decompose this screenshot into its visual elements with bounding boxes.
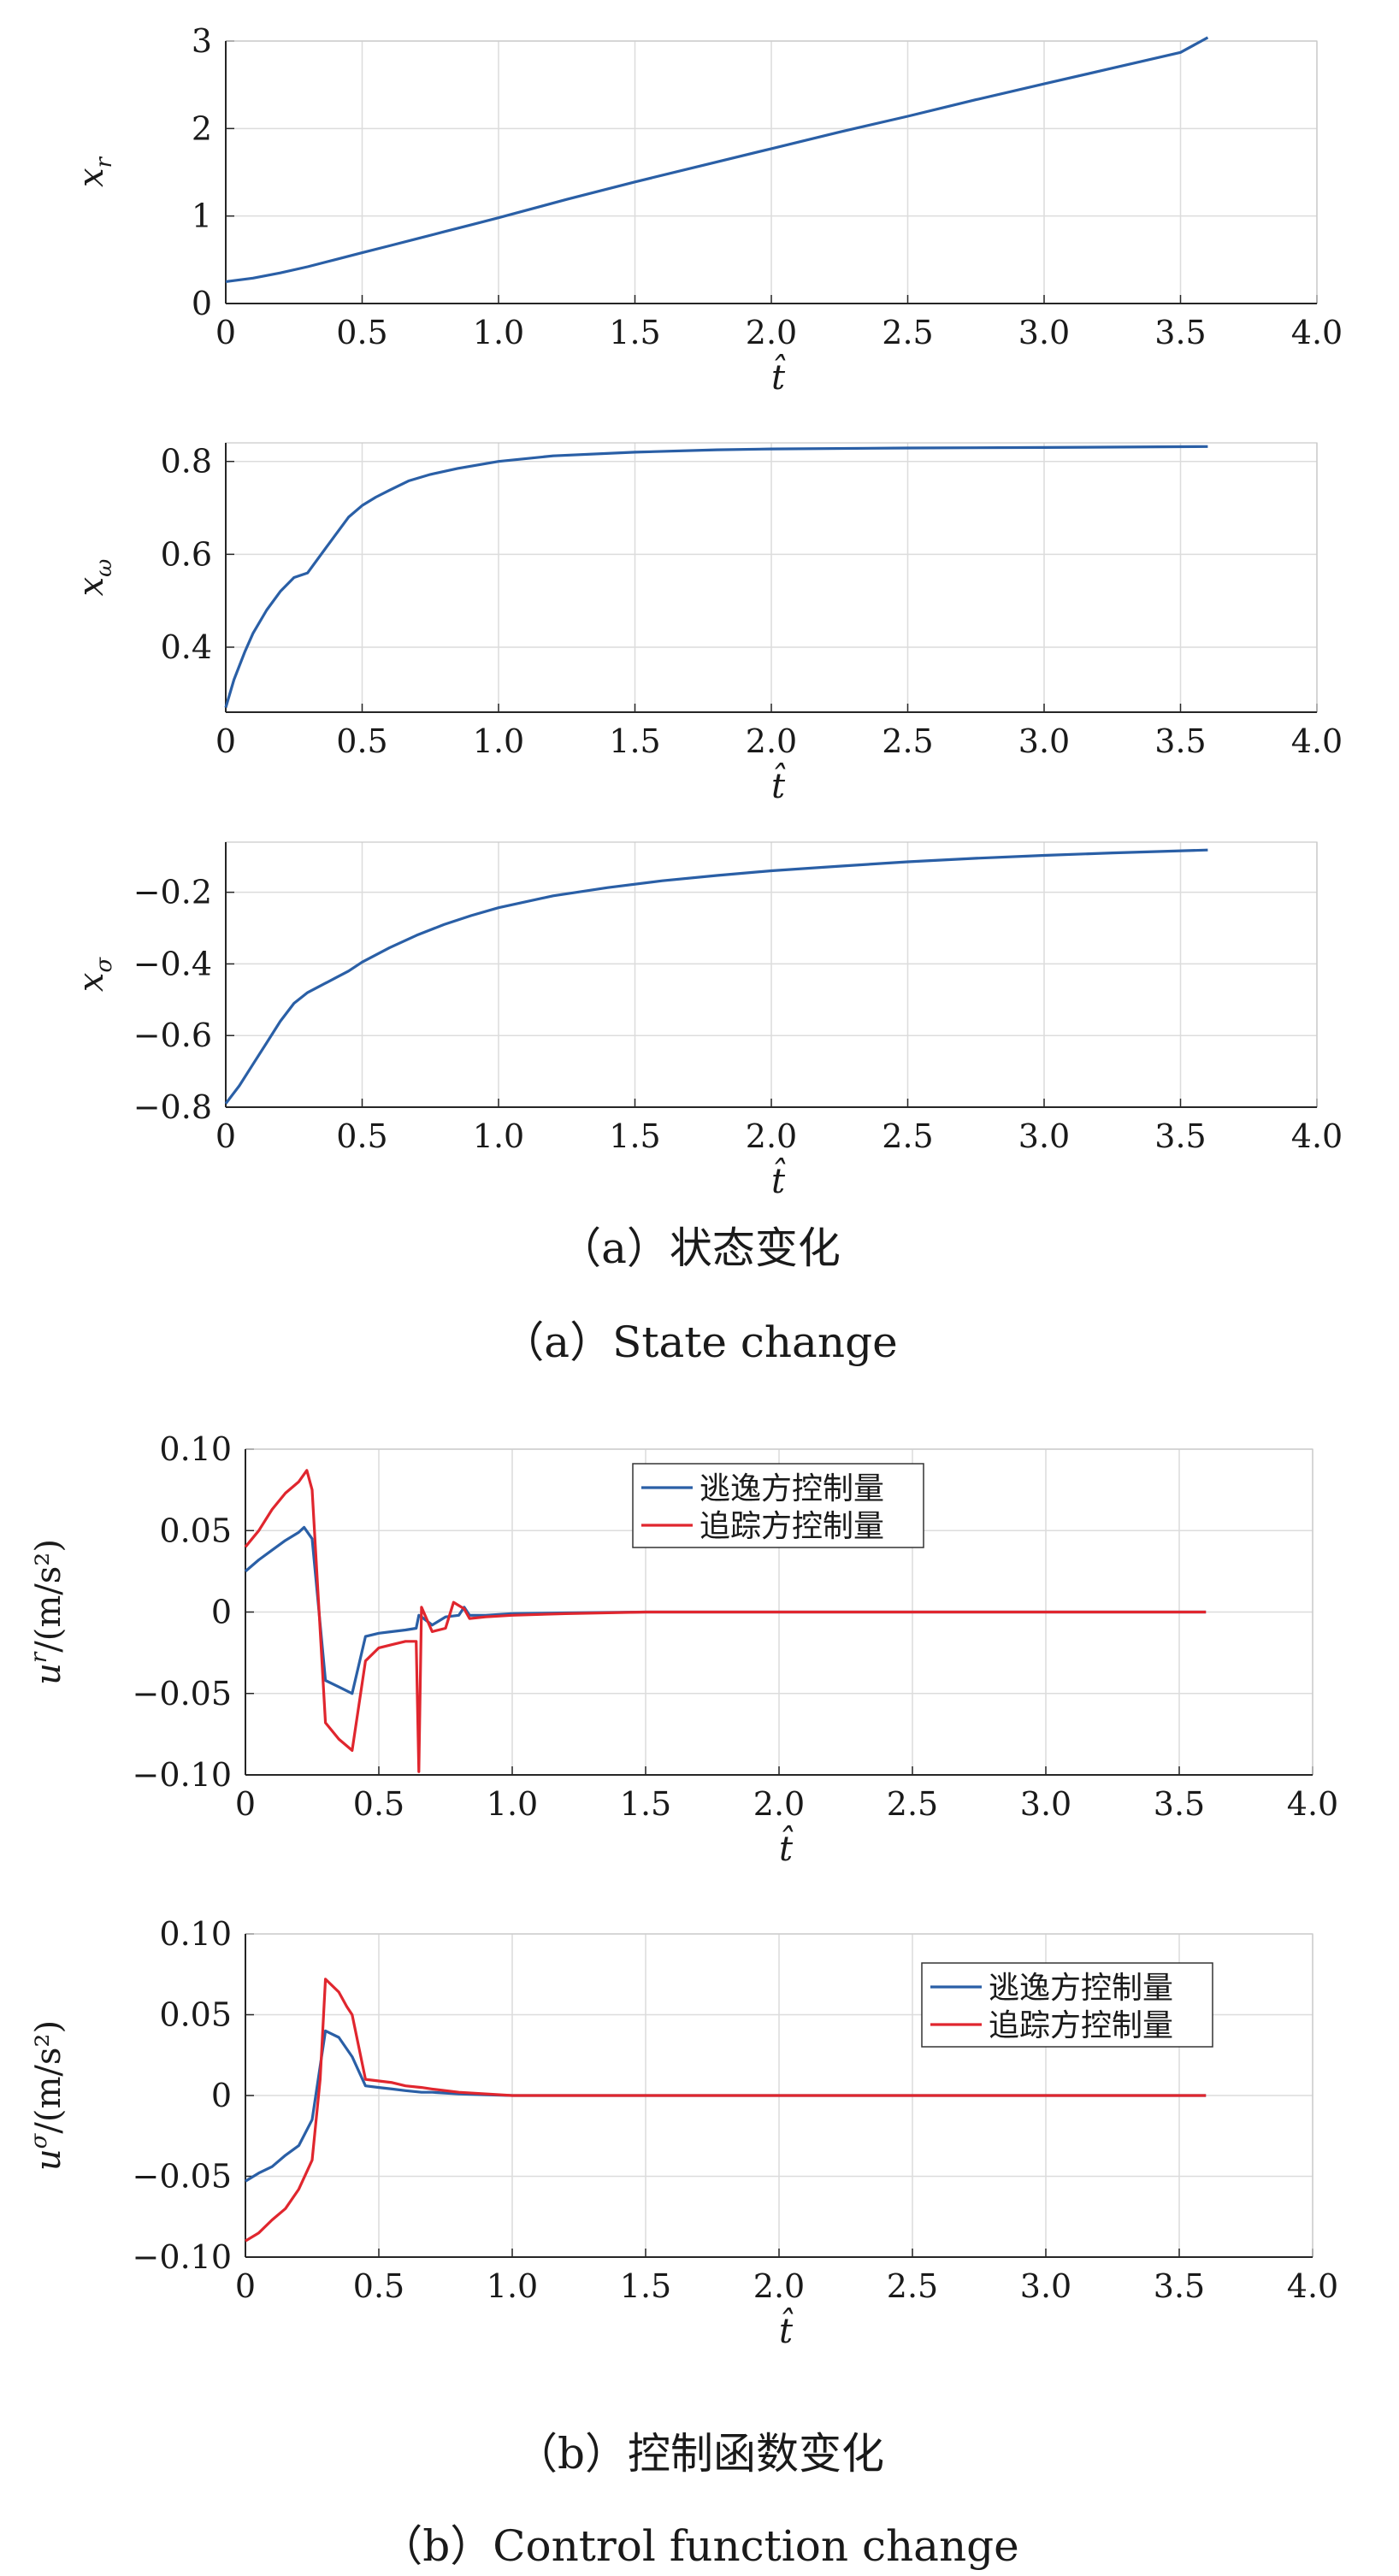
plot-4-legend-label-1: 逃逸方控制量 <box>700 1471 884 1506</box>
plot-3-y-tick-label: −0.8 <box>133 1088 212 1126</box>
plot-3-x-tick-label: 0.5 <box>336 1117 387 1155</box>
plot-4-x-tick-label: 4.0 <box>1287 1785 1338 1823</box>
plot-5-x-tick-label: 4.0 <box>1287 2267 1338 2305</box>
plot-3-x-tick-label: 0 <box>215 1117 236 1155</box>
plot-3-series-1-line <box>224 848 1208 1105</box>
plot-3-x-tick-label: 2.5 <box>882 1117 933 1155</box>
plot-5-legend-label-2: 追踪方控制量 <box>989 2008 1173 2043</box>
plot-5-series-1-line <box>245 2029 1207 2183</box>
plot-2-x-axis-label: t̂ <box>771 763 786 806</box>
plot-3-y-tick-label: −0.4 <box>133 945 212 982</box>
plot-1-y-axis-label: xr <box>72 156 117 187</box>
plot-5-x-tick-label: 2.5 <box>887 2267 938 2305</box>
plot-3-x-axis-label: t̂ <box>771 1158 786 1201</box>
plot-2-x-tick-label: 3.0 <box>1018 722 1070 760</box>
plot-2-x-tick-label: 2.0 <box>746 722 797 760</box>
plot-2-y-tick-label: 0.4 <box>161 628 212 666</box>
caption-b-chinese: （b）控制函数变化 <box>514 2429 884 2479</box>
plot-1-y-tick-label: 2 <box>192 109 212 147</box>
plot-5-x-tick-label: 0 <box>235 2267 256 2305</box>
plot-1-x-tick-label: 0 <box>215 314 236 351</box>
plot-5-y-tick-label: 0 <box>211 2077 232 2114</box>
plot-1-x-tick-label: 1.0 <box>473 314 524 351</box>
plot-2-x-tick-label: 3.5 <box>1154 722 1206 760</box>
plot-3-y-axis-label: xσ <box>72 957 117 993</box>
plot-2-y-tick-label: 0.6 <box>161 535 212 573</box>
plot-4-x-tick-label: 2.5 <box>887 1785 938 1823</box>
plot-4-series-2-line <box>244 1469 1207 1773</box>
plot-1-x-tick-label: 4.0 <box>1291 314 1343 351</box>
plot-4-x-tick-label: 1.5 <box>620 1785 671 1823</box>
plot-3-y-tick-label: −0.6 <box>133 1017 212 1054</box>
plot-2-x-tick-label: 0 <box>215 722 236 760</box>
plot-5-y-tick-label: 0.05 <box>159 1996 232 2034</box>
plot-3-x-tick-label: 1.5 <box>609 1117 660 1155</box>
plot-2-y-tick-label: 0.8 <box>161 443 212 480</box>
plot-3-x-tick-label: 4.0 <box>1291 1117 1343 1155</box>
plot-2-x-tick-label: 1.0 <box>473 722 524 760</box>
plot-5-x-axis-label: t̂ <box>779 2308 794 2351</box>
plot-5-x-tick-label: 0.5 <box>353 2267 404 2305</box>
plot-2-series-1-line <box>224 445 1208 709</box>
plot-5-x-tick-label: 1.0 <box>487 2267 538 2305</box>
plot-5-legend-box <box>921 1962 1213 2048</box>
plot-1-series-1-line <box>225 36 1209 283</box>
plot-1-y-tick-label: 0 <box>192 285 212 322</box>
plot-4-x-tick-label: 3.0 <box>1020 1785 1071 1823</box>
plot-5-x-tick-label: 3.0 <box>1020 2267 1071 2305</box>
plot-2-x-tick-label: 2.5 <box>882 722 933 760</box>
plot-1-y-tick-label: 1 <box>192 197 212 235</box>
plot-2-x-tick-label: 1.5 <box>609 722 660 760</box>
plot-1-x-tick-label: 2.0 <box>746 314 797 351</box>
plot-3-x-tick-label: 2.0 <box>746 1117 797 1155</box>
plot-5-y-tick-label: −0.10 <box>133 2238 232 2276</box>
plot-2-x-tick-label: 4.0 <box>1291 722 1343 760</box>
plot-4-y-tick-label: 0 <box>211 1594 232 1631</box>
plot-5-y-tick-label: −0.05 <box>133 2158 232 2196</box>
plot-2-y-axis-label: xω <box>72 559 117 597</box>
plot-2-x-tick-label: 0.5 <box>336 722 387 760</box>
plot-4-x-tick-label: 2.0 <box>753 1785 805 1823</box>
plot-4-y-tick-label: −0.05 <box>133 1675 232 1712</box>
plot-1-y-tick-label: 3 <box>192 22 212 60</box>
plot-4-y-axis-label: ur/(m/s²) <box>27 1539 68 1685</box>
plot-3-x-tick-label: 1.0 <box>473 1117 524 1155</box>
plot-4-x-tick-label: 0 <box>235 1785 256 1823</box>
plot-1-x-tick-label: 3.5 <box>1154 314 1206 351</box>
plot-1-x-tick-label: 0.5 <box>336 314 387 351</box>
plot-4-y-tick-label: 0.05 <box>159 1512 232 1549</box>
plot-4-x-tick-label: 1.0 <box>487 1785 538 1823</box>
plot-5-x-tick-label: 1.5 <box>620 2267 671 2305</box>
plot-1-x-tick-label: 1.5 <box>609 314 660 351</box>
plot-4-x-tick-label: 3.5 <box>1154 1785 1205 1823</box>
caption-a-chinese: （a）状态变化 <box>558 1223 841 1273</box>
plot-1-x-tick-label: 2.5 <box>882 314 933 351</box>
plot-3-y-tick-label: −0.2 <box>133 874 212 911</box>
plot-1-x-axis-label: t̂ <box>771 355 786 398</box>
plot-5-x-tick-label: 2.0 <box>753 2267 805 2305</box>
plot-5-y-axis-label: uσ/(m/s²) <box>27 2020 68 2171</box>
plot-4-x-axis-label: t̂ <box>779 1826 794 1869</box>
plot-4-legend-label-2: 追踪方控制量 <box>700 1509 884 1544</box>
plot-4-legend-box <box>632 1463 924 1548</box>
plot-1-x-tick-label: 3.0 <box>1018 314 1070 351</box>
plot-4-y-tick-label: −0.10 <box>133 1756 232 1794</box>
plot-3-x-tick-label: 3.5 <box>1154 1117 1206 1155</box>
caption-a-english: （a）State change <box>501 1317 898 1367</box>
caption-b-english: （b）Control function change <box>380 2521 1019 2571</box>
plot-5-legend-label-1: 逃逸方控制量 <box>989 1971 1173 2006</box>
plot-3-x-tick-label: 3.0 <box>1018 1117 1070 1155</box>
plot-4-series-1-line <box>244 1525 1207 1695</box>
plot-5-x-tick-label: 3.5 <box>1154 2267 1205 2305</box>
plot-5-series-2-line <box>245 1978 1207 2243</box>
plot-4-y-tick-label: 0.10 <box>159 1430 232 1468</box>
plot-5-y-tick-label: 0.10 <box>159 1915 232 1953</box>
plot-4-x-tick-label: 0.5 <box>353 1785 404 1823</box>
